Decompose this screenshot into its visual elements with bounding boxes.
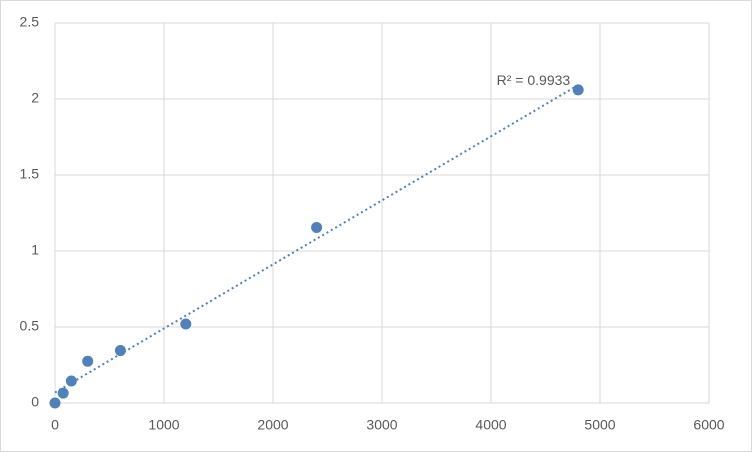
point	[311, 221, 323, 233]
annotation: R² = 0.9933	[497, 72, 571, 88]
y-tick-label: 1	[31, 242, 39, 258]
point	[82, 355, 94, 367]
y-tick-label: 2	[31, 90, 39, 106]
point	[49, 397, 61, 409]
x-tick-label: 3000	[366, 417, 397, 433]
point	[57, 387, 69, 399]
x-tick-label: 5000	[584, 417, 615, 433]
y-tick-label: 1.5	[20, 166, 40, 182]
point	[572, 84, 584, 96]
y-tick-label: 0	[31, 394, 39, 410]
y-tick-label: 0.5	[20, 318, 40, 334]
point	[180, 318, 192, 330]
y-tick-label: 2.5	[20, 14, 40, 30]
x-tick-label: 6000	[693, 417, 724, 433]
x-tick-label: 1000	[148, 417, 179, 433]
point	[65, 375, 77, 387]
x-tick-label: 2000	[257, 417, 288, 433]
trendline	[54, 84, 579, 394]
x-tick-label: 4000	[475, 417, 506, 433]
x-tick-label: 0	[51, 417, 59, 433]
point	[114, 345, 126, 357]
